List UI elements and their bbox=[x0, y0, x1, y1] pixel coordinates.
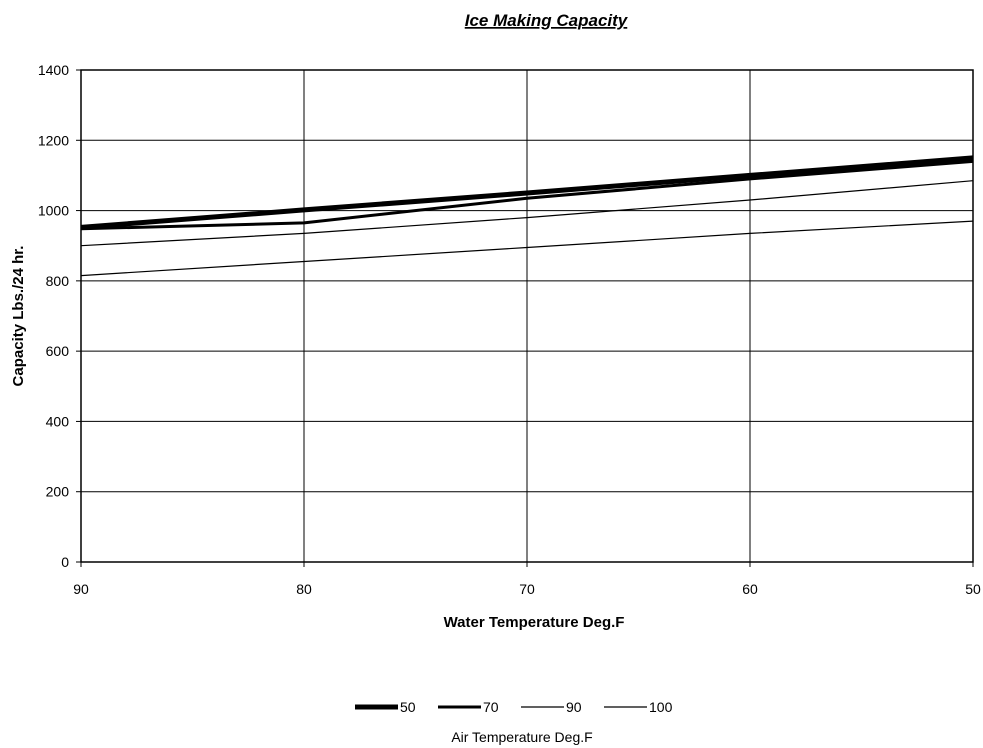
y-tick-label: 800 bbox=[46, 273, 70, 289]
x-tick-label: 50 bbox=[965, 581, 981, 597]
legend-label: 90 bbox=[566, 699, 582, 715]
chart-title: Ice Making Capacity bbox=[465, 11, 629, 30]
y-tick-label: 600 bbox=[46, 343, 70, 359]
series-line-100 bbox=[80, 220, 974, 277]
x-tick-label: 70 bbox=[519, 581, 535, 597]
legend-label: 70 bbox=[483, 699, 499, 715]
y-tick-label: 200 bbox=[46, 484, 70, 500]
x-axis-title: Water Temperature Deg.F bbox=[444, 614, 625, 631]
y-axis: 0 200 400 600 800 1000 1200 1400 bbox=[38, 62, 81, 570]
legend-title: Air Temperature Deg.F bbox=[451, 729, 592, 745]
legend: 50 70 90 100 bbox=[355, 699, 673, 715]
series-lines bbox=[80, 155, 974, 277]
y-tick-label: 400 bbox=[46, 413, 70, 429]
y-axis-title: Capacity Lbs./24 hr. bbox=[10, 246, 27, 387]
x-tick-label: 90 bbox=[73, 581, 89, 597]
y-tick-label: 1400 bbox=[38, 62, 69, 78]
grid bbox=[81, 70, 973, 562]
x-axis: 90 80 70 60 50 bbox=[73, 562, 981, 597]
legend-label: 50 bbox=[400, 699, 416, 715]
series-line-50 bbox=[80, 155, 974, 230]
x-tick-label: 60 bbox=[742, 581, 758, 597]
series-line-90 bbox=[80, 180, 974, 247]
series-line-70 bbox=[80, 159, 974, 231]
legend-label: 100 bbox=[649, 699, 673, 715]
y-tick-label: 1200 bbox=[38, 132, 69, 148]
y-tick-label: 0 bbox=[61, 554, 69, 570]
y-tick-label: 1000 bbox=[38, 203, 69, 219]
x-tick-label: 80 bbox=[296, 581, 312, 597]
